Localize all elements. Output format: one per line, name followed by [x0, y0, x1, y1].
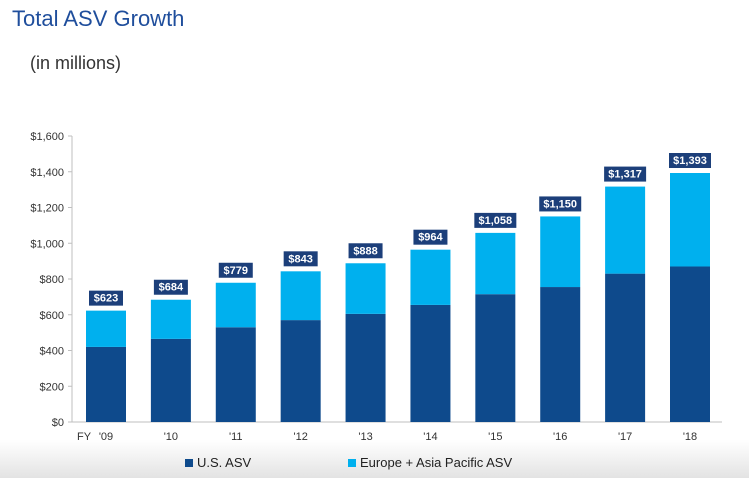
total-label: $1,150	[543, 198, 577, 210]
bar-segment-eu-ap	[215, 282, 256, 328]
y-tick-label: $0	[52, 417, 64, 429]
x-tick-label: '16	[553, 431, 567, 443]
bar-segment-us	[475, 294, 516, 422]
x-tick-label: '18	[683, 431, 697, 443]
x-tick-label: '13	[358, 431, 372, 443]
bottom-band	[0, 440, 749, 478]
y-tick-label: $1,400	[30, 167, 64, 179]
total-label: $684	[159, 282, 184, 294]
y-tick-label: $800	[40, 274, 64, 286]
x-tick-label: '09	[99, 431, 113, 443]
bar-segment-eu-ap	[280, 271, 321, 321]
bar-segment-eu-ap	[475, 232, 516, 295]
legend-item-us: U.S. ASV	[185, 455, 251, 470]
bar-segment-us	[345, 313, 386, 422]
y-tick-label: $1,000	[30, 238, 64, 250]
bar-segment-us	[86, 346, 126, 422]
total-label: $779	[224, 265, 248, 277]
bar-segment-us	[605, 273, 646, 422]
legend-swatch-us	[185, 458, 193, 467]
y-tick-label: $600	[40, 310, 64, 322]
bar-segment-us	[215, 327, 256, 422]
x-tick-label: '14	[423, 431, 437, 443]
y-tick-label: $200	[40, 381, 64, 393]
y-tick-label: $400	[40, 346, 64, 358]
total-label-box	[539, 196, 582, 212]
total-label-box	[348, 243, 383, 259]
total-label-box	[604, 166, 647, 182]
chart-subtitle: (in millions)	[30, 53, 122, 73]
bar-segment-eu-ap	[150, 299, 191, 339]
legend-swatch-eu-ap	[348, 458, 356, 467]
x-tick-label: '12	[293, 431, 307, 443]
chart-title: Total ASV Growth	[12, 6, 185, 31]
total-label: $964	[418, 232, 443, 244]
total-label: $1,393	[673, 155, 707, 167]
x-tick-label: '11	[229, 431, 243, 443]
total-label-box	[153, 279, 188, 295]
x-tick-label: '10	[164, 431, 178, 443]
x-axis-prefix: FY	[77, 431, 92, 443]
bar-segment-us	[540, 287, 581, 422]
legend-label-eu-ap: Europe + Asia Pacific ASV	[360, 455, 513, 470]
y-tick-label: $1,600	[30, 131, 64, 143]
total-label-box	[474, 212, 517, 228]
bar-segment-eu-ap	[670, 173, 710, 267]
total-label: $1,058	[479, 215, 513, 227]
legend-label-us: U.S. ASV	[197, 455, 252, 470]
bar-segment-eu-ap	[86, 310, 126, 347]
total-label-box	[218, 262, 253, 278]
bar-segment-us	[280, 320, 321, 422]
bar-segment-us	[670, 266, 710, 422]
total-label-box	[669, 153, 711, 169]
total-label-box	[89, 290, 123, 306]
total-label: $888	[353, 245, 377, 257]
bar-segment-eu-ap	[605, 186, 646, 274]
bar-segment-eu-ap	[540, 216, 581, 288]
bar-segment-eu-ap	[410, 249, 451, 305]
total-label: $843	[288, 253, 312, 265]
total-label: $623	[94, 293, 118, 305]
legend-item-eu-ap: Europe + Asia Pacific ASV	[348, 455, 512, 470]
total-label-box	[413, 229, 448, 245]
bar-segment-us	[410, 304, 451, 422]
x-tick-label: '17	[618, 431, 632, 443]
bar-segment-eu-ap	[345, 263, 386, 314]
total-label-box	[283, 251, 318, 267]
bar-segment-us	[150, 338, 191, 422]
y-tick-label: $1,200	[30, 203, 64, 215]
x-tick-label: '15	[488, 431, 502, 443]
total-label: $1,317	[608, 169, 642, 181]
